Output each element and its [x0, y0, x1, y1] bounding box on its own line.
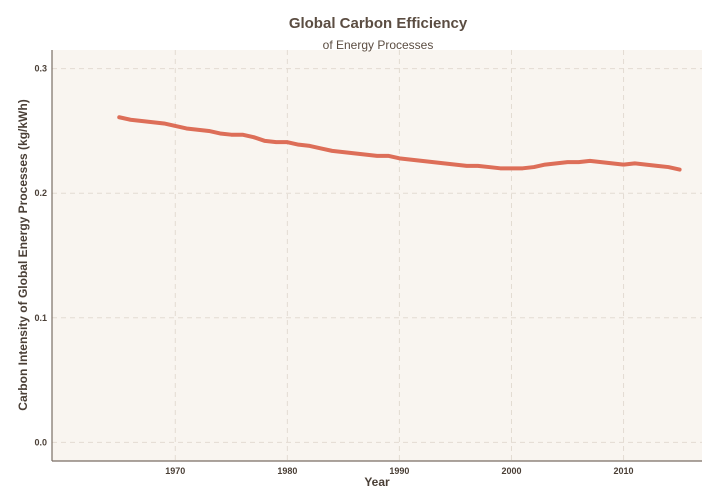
chart-subtitle: of Energy Processes: [323, 38, 434, 52]
tick-labels: 1970 1980 1990 2000 2010 0.0 0.1 0.2 0.3: [34, 64, 633, 476]
axes: [51, 50, 702, 462]
x-tick-label: 1990: [389, 466, 409, 476]
chart-title: Global Carbon Efficiency: [289, 15, 468, 32]
x-axis-label: Year: [364, 475, 390, 489]
y-axis-label: Carbon Intensity of Global Energy Proces…: [16, 99, 30, 410]
plot-area: [52, 50, 702, 461]
y-tick-label: 0.3: [34, 64, 47, 74]
y-tick-label: 0.1: [34, 313, 47, 323]
x-tick-label: 1970: [165, 466, 185, 476]
grid: [52, 50, 702, 461]
x-tick-label: 2010: [614, 466, 634, 476]
y-tick-label: 0.0: [34, 437, 47, 447]
series-line: [117, 115, 682, 172]
series-group: [117, 115, 682, 172]
x-tick-label: 2000: [501, 466, 521, 476]
x-tick-label: 1980: [277, 466, 297, 476]
y-tick-label: 0.2: [34, 188, 47, 198]
